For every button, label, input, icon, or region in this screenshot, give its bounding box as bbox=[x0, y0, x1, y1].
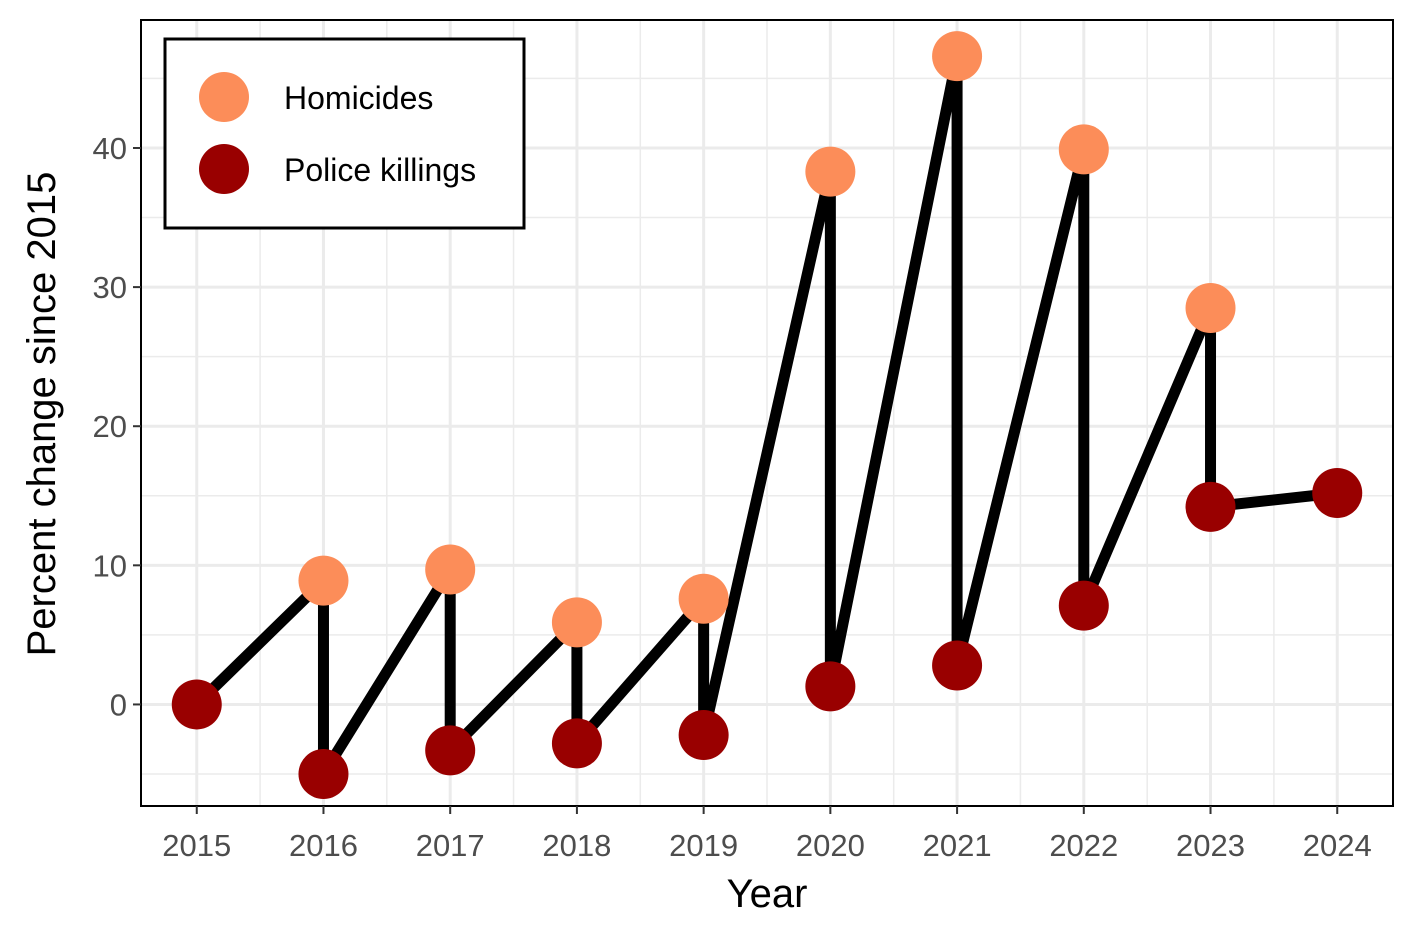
x-axis-title: Year bbox=[727, 872, 808, 916]
point-police-killings bbox=[171, 679, 222, 730]
x-axis: 2015 2016 2017 2018 2019 2020 2021 2022 2023 2024 bbox=[162, 806, 1372, 863]
y-axis: 0 10 20 30 40 bbox=[93, 131, 141, 722]
legend-label-homicides: Homicides bbox=[284, 80, 433, 116]
point-police-killings bbox=[678, 710, 729, 761]
y-tick-label: 0 bbox=[110, 687, 127, 722]
x-tick-label: 2015 bbox=[162, 828, 231, 863]
x-tick-label: 2018 bbox=[542, 828, 611, 863]
x-tick-label: 2017 bbox=[416, 828, 485, 863]
point-homicides bbox=[805, 146, 856, 197]
y-tick-label: 40 bbox=[93, 131, 127, 166]
y-tick-label: 30 bbox=[93, 270, 127, 305]
x-tick-label: 2020 bbox=[796, 828, 865, 863]
points-layer bbox=[171, 31, 1363, 800]
legend-key-police-killings bbox=[199, 144, 249, 194]
point-homicides bbox=[425, 544, 476, 595]
x-tick-label: 2024 bbox=[1303, 828, 1372, 863]
point-police-killings bbox=[1185, 481, 1236, 532]
connector-line bbox=[192, 55, 1338, 777]
point-homicides bbox=[932, 31, 983, 82]
point-police-killings bbox=[551, 718, 602, 769]
connector-layer bbox=[192, 55, 1338, 777]
point-homicides bbox=[298, 555, 349, 606]
point-police-killings bbox=[932, 640, 983, 691]
x-tick-label: 2021 bbox=[923, 828, 992, 863]
point-police-killings bbox=[425, 725, 476, 776]
point-police-killings bbox=[805, 661, 856, 712]
plot-border bbox=[140, 19, 1394, 807]
legend-box bbox=[163, 37, 526, 230]
point-homicides bbox=[1185, 282, 1236, 333]
point-homicides bbox=[678, 573, 729, 624]
x-tick-label: 2022 bbox=[1049, 828, 1118, 863]
x-tick-label: 2019 bbox=[669, 828, 738, 863]
x-tick-label: 2016 bbox=[289, 828, 358, 863]
legend: Homicides Police killings bbox=[163, 37, 526, 230]
y-tick-label: 20 bbox=[93, 409, 127, 444]
point-homicides bbox=[551, 597, 602, 648]
legend-key-homicides bbox=[199, 72, 249, 122]
point-police-killings bbox=[298, 749, 349, 800]
legend-label-police-killings: Police killings bbox=[284, 152, 476, 188]
point-homicides bbox=[1058, 124, 1109, 175]
point-police-killings bbox=[1312, 467, 1363, 518]
point-police-killings bbox=[1058, 580, 1109, 631]
y-axis-title: Percent change since 2015 bbox=[20, 172, 64, 657]
x-tick-label: 2023 bbox=[1176, 828, 1245, 863]
y-tick-label: 10 bbox=[93, 548, 127, 583]
